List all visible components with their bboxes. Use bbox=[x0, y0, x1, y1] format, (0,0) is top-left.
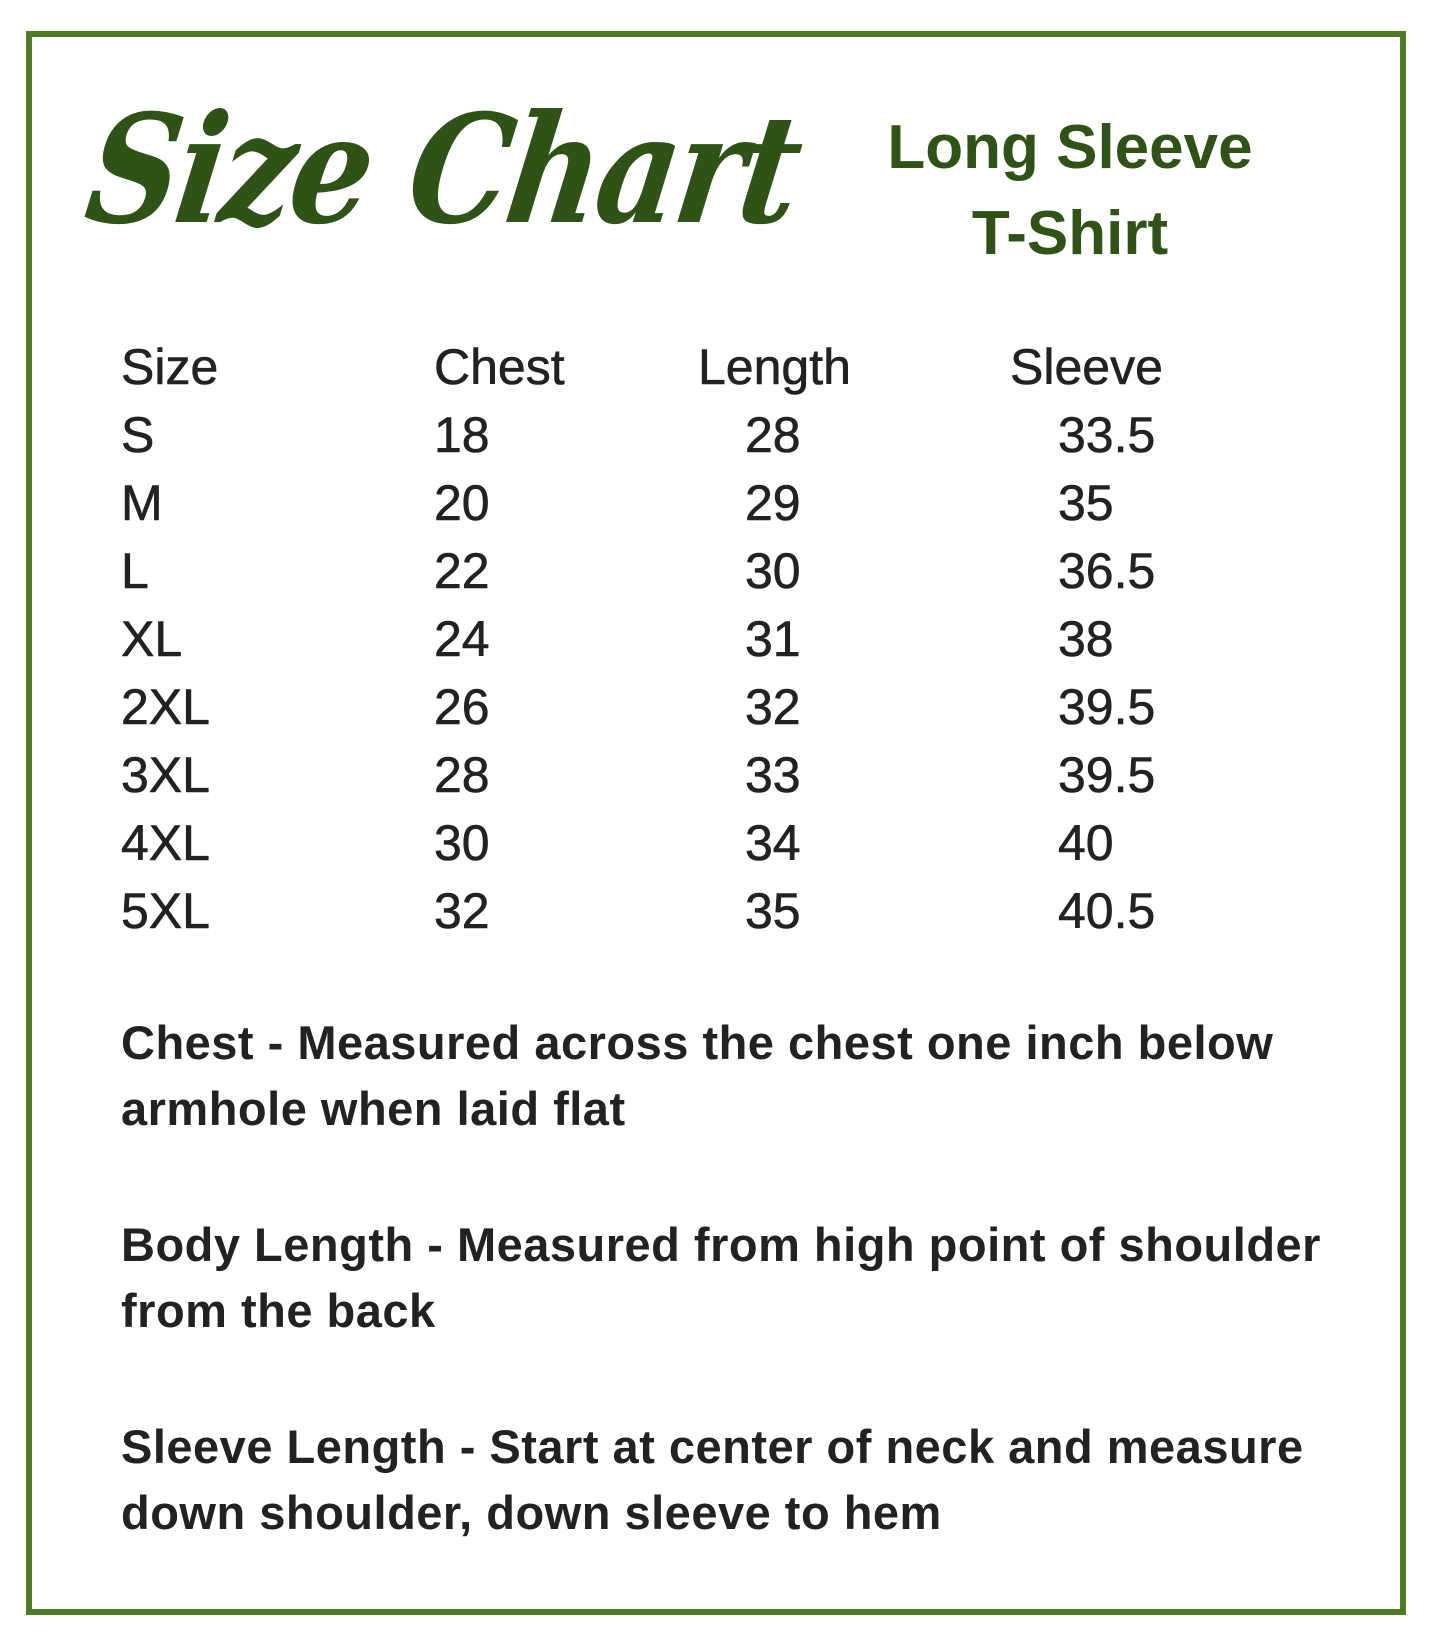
cell-size: 4XL bbox=[121, 815, 211, 872]
cell-sleeve: 33.5 bbox=[1058, 407, 1156, 464]
cell-length: 28 bbox=[745, 407, 801, 464]
header-size: Size bbox=[121, 339, 219, 396]
header-length: Length bbox=[698, 339, 852, 396]
cell-size: M bbox=[121, 475, 163, 532]
note-body-length: Body Length - Measured from high point o… bbox=[121, 1218, 1321, 1337]
cell-size: L bbox=[121, 543, 149, 600]
cell-length: 31 bbox=[745, 611, 801, 668]
cell-size: 2XL bbox=[121, 679, 211, 736]
cell-chest: 28 bbox=[434, 747, 490, 804]
note-sleeve-length: Sleeve Length - Start at center of neck … bbox=[121, 1420, 1304, 1539]
cell-sleeve: 40.5 bbox=[1058, 883, 1156, 940]
header-chest: Chest bbox=[434, 339, 565, 396]
cell-sleeve: 38 bbox=[1058, 611, 1114, 668]
cell-length: 29 bbox=[745, 475, 801, 532]
cell-chest: 22 bbox=[434, 543, 490, 600]
cell-length: 30 bbox=[745, 543, 801, 600]
cell-sleeve: 35 bbox=[1058, 475, 1114, 532]
cell-sleeve: 36.5 bbox=[1058, 543, 1156, 600]
cell-length: 32 bbox=[745, 679, 801, 736]
cell-chest: 32 bbox=[434, 883, 490, 940]
cell-size: S bbox=[121, 407, 155, 464]
cell-length: 34 bbox=[745, 815, 801, 872]
cell-chest: 18 bbox=[434, 407, 490, 464]
subtitle-line-1: Long Sleeve bbox=[887, 113, 1253, 182]
cell-chest: 30 bbox=[434, 815, 490, 872]
cell-chest: 24 bbox=[434, 611, 490, 668]
chart-border bbox=[26, 31, 1406, 1615]
cell-size: 3XL bbox=[121, 747, 211, 804]
cell-size: 5XL bbox=[121, 883, 211, 940]
chart-title: Size Chart bbox=[77, 82, 810, 258]
cell-sleeve: 39.5 bbox=[1058, 679, 1156, 736]
cell-sleeve: 39.5 bbox=[1058, 747, 1156, 804]
cell-sleeve: 40 bbox=[1058, 815, 1114, 872]
cell-length: 35 bbox=[745, 883, 801, 940]
cell-chest: 20 bbox=[434, 475, 490, 532]
subtitle-line-2: T-Shirt bbox=[971, 199, 1169, 268]
cell-chest: 26 bbox=[434, 679, 490, 736]
note-chest: Chest - Measured across the chest one in… bbox=[121, 1016, 1274, 1135]
header-sleeve: Sleeve bbox=[1010, 339, 1163, 396]
product-subtitle: Long Sleeve T-Shirt bbox=[800, 105, 1340, 277]
cell-size: XL bbox=[121, 611, 183, 668]
cell-length: 33 bbox=[745, 747, 801, 804]
